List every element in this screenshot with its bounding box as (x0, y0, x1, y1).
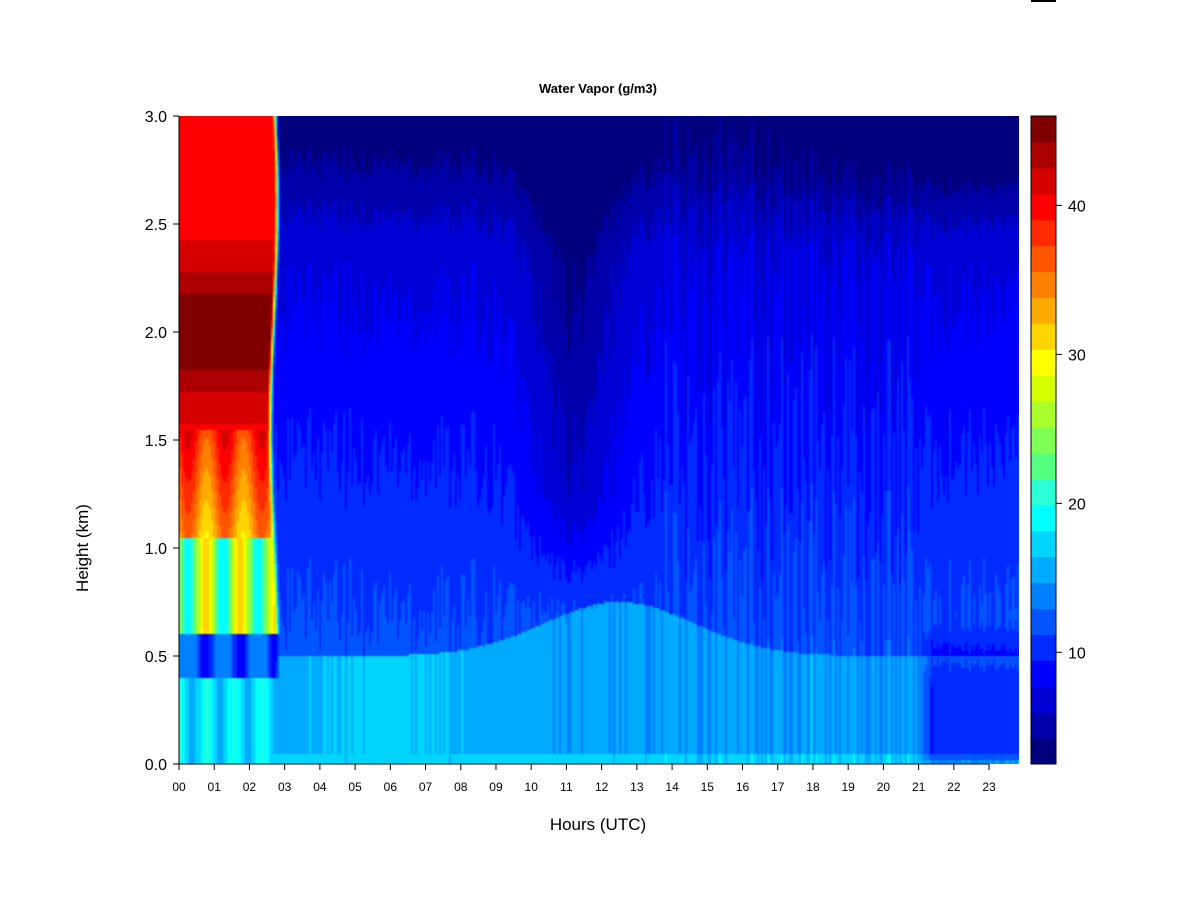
y-tick-label: 1.0 (145, 541, 167, 558)
colorbar-segment (1031, 478, 1056, 506)
y-tick-label: 0.5 (145, 649, 167, 666)
x-tick-label: 22 (947, 780, 961, 794)
colorbar-segment (1031, 608, 1056, 635)
colorbar-tick-label: 20 (1068, 496, 1086, 513)
x-tick-label: 20 (877, 780, 891, 794)
colorbar-segment (1031, 245, 1056, 273)
x-tick-label: 13 (630, 780, 644, 794)
y-tick-label: 2.0 (145, 325, 167, 342)
colorbar-segment (1031, 504, 1056, 532)
colorbar-segment (1031, 634, 1056, 661)
x-tick-label: 01 (208, 780, 222, 794)
x-tick-label: 14 (665, 780, 679, 794)
colorbar-segment (1031, 530, 1056, 558)
x-tick-label: 09 (489, 780, 503, 794)
x-tick-label: 16 (736, 780, 750, 794)
colorbar-segment (1031, 219, 1056, 247)
x-tick-label: 00 (172, 780, 186, 794)
x-tick-label: 05 (348, 780, 362, 794)
colorbar-tick-label: 40 (1068, 198, 1086, 215)
x-tick-label: 15 (701, 780, 715, 794)
x-tick-label: 04 (313, 780, 327, 794)
x-tick-label: 11 (560, 780, 573, 794)
x-tick-label: 08 (454, 780, 468, 794)
y-axis: 0.0 0.5 1.0 1.5 2.0 2.5 3.0 (145, 109, 180, 774)
x-tick-label: 07 (419, 780, 433, 794)
x-tick-label: 10 (525, 780, 539, 794)
colorbar-segment (1031, 738, 1056, 765)
x-axis: 00 01 02 03 04 05 06 07 08 09 10 11 12 13 14 15 16 17 18 19… (172, 763, 996, 794)
x-tick-label: 23 (982, 780, 996, 794)
x-axis-label: Hours (UTC) (550, 815, 646, 834)
chart-title: Water Vapor (g/m3) (539, 81, 657, 96)
colorbar-segment (1031, 193, 1056, 221)
colorbar-segment (1031, 712, 1056, 739)
colorbar-segment (1031, 375, 1056, 402)
colorbar-segment (1031, 297, 1056, 324)
colorbar-segment (1031, 141, 1056, 169)
colorbar-tick-label: 30 (1068, 347, 1086, 364)
colorbar-segment (1031, 349, 1056, 376)
top-edge-mark (1031, 0, 1056, 2)
colorbar-segment (1031, 167, 1056, 195)
colorbar-segment (1031, 401, 1056, 428)
colorbar-segment (1031, 452, 1056, 480)
colorbar-segment (1031, 556, 1056, 584)
colorbar-segment (1031, 660, 1056, 687)
colorbar-frame (1030, 115, 1057, 765)
heatmap-raster (179, 116, 1019, 764)
x-tick-label: 12 (595, 780, 609, 794)
colorbar-tick-label: 10 (1068, 645, 1086, 662)
y-axis-label: Height (km) (73, 504, 92, 592)
y-tick-label: 3.0 (145, 109, 167, 126)
colorbar-segment (1031, 582, 1056, 609)
colorbar-segment (1031, 323, 1056, 350)
x-tick-label: 17 (771, 780, 785, 794)
colorbar-segment (1031, 271, 1056, 298)
heatmap-raster-container (179, 116, 1019, 764)
x-tick-label: 21 (912, 780, 926, 794)
x-tick-label: 06 (384, 780, 398, 794)
x-tick-label: 03 (278, 780, 292, 794)
colorbar-segment (1031, 686, 1056, 713)
colorbar-segment (1031, 116, 1056, 143)
x-tick-label: 02 (243, 780, 257, 794)
x-tick-label: 18 (806, 780, 820, 794)
y-tick-label: 1.5 (145, 433, 167, 450)
x-tick-label: 19 (842, 780, 856, 794)
colorbar: 10 20 30 40 (1030, 115, 1086, 765)
y-tick-label: 0.0 (145, 757, 167, 774)
colorbar-segment (1031, 427, 1056, 454)
y-tick-label: 2.5 (145, 217, 167, 234)
